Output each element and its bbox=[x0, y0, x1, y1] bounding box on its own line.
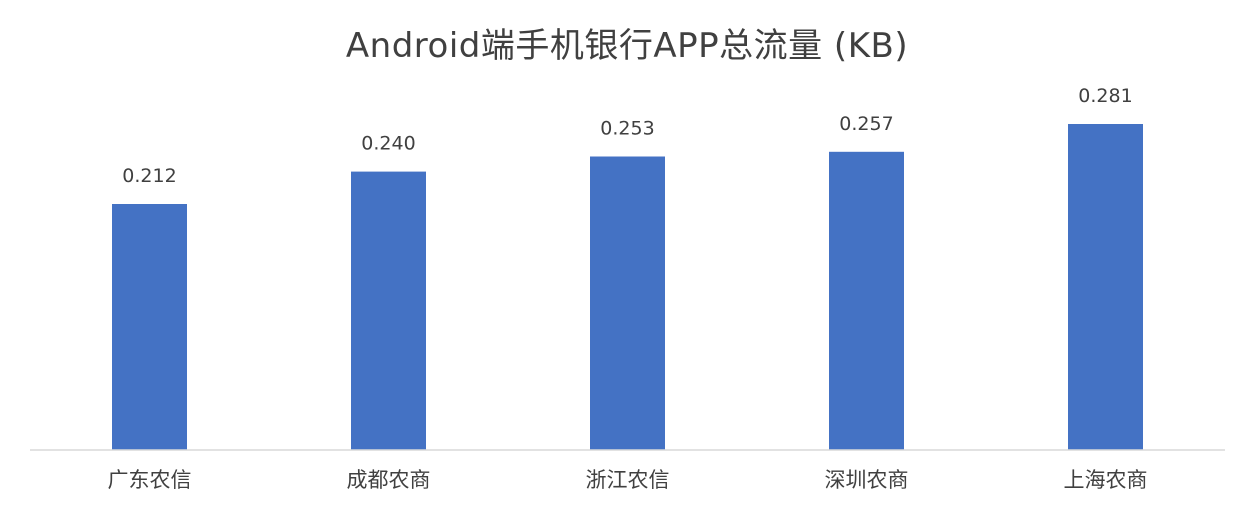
bar-3 bbox=[590, 156, 665, 450]
bar-2 bbox=[351, 171, 426, 450]
category-label-4: 深圳农商 bbox=[825, 468, 909, 492]
data-label-4: 0.257 bbox=[839, 113, 893, 135]
bar-4 bbox=[829, 151, 904, 451]
category-label-5: 上海农商 bbox=[1064, 468, 1148, 492]
data-label-5: 0.281 bbox=[1078, 85, 1132, 107]
category-label-2: 成都农商 bbox=[347, 468, 431, 492]
data-label-2: 0.240 bbox=[361, 133, 415, 155]
bar-5 bbox=[1068, 124, 1143, 450]
labels-layer: 0.212 广东农信 0.240 成都农商 0.253 浙江农信 0.257 深圳农商 0.28… bbox=[108, 85, 1148, 492]
category-label-3: 浙江农信 bbox=[586, 468, 670, 492]
bar-1 bbox=[112, 204, 187, 450]
bars-layer bbox=[112, 124, 1143, 451]
category-label-1: 广东农信 bbox=[108, 468, 192, 492]
data-label-1: 0.212 bbox=[122, 165, 176, 187]
data-label-3: 0.253 bbox=[600, 118, 654, 140]
chart-title: Android端手机银行APP总流量 (KB) bbox=[345, 26, 909, 66]
